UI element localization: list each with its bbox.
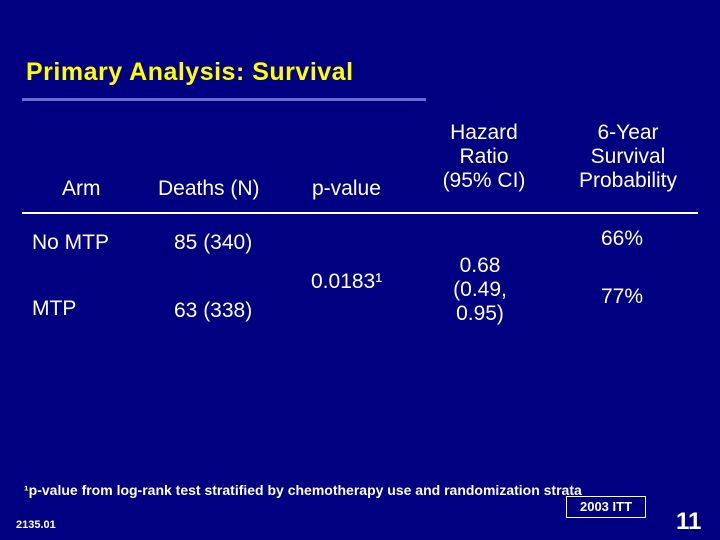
slide-code: 2135.01 <box>16 519 56 531</box>
row-no-mtp-arm: No MTP <box>32 231 110 254</box>
header-pvalue: p-value <box>312 177 381 200</box>
row-no-mtp-deaths: 85 (340) <box>174 231 253 254</box>
header-survival-line3: Probability <box>578 169 678 192</box>
footnote: ¹p-value from log-rank test stratified b… <box>24 482 582 498</box>
header-deaths: Deaths (N) <box>158 177 260 200</box>
title-underline <box>22 98 426 101</box>
header-hazard-ratio-line2: Ratio <box>459 145 509 168</box>
table-header-rule <box>22 212 698 214</box>
shared-pvalue: 0.0183¹ <box>311 270 383 293</box>
header-survival: 6-Year Survival Probability <box>560 121 696 193</box>
header-hazard-ratio-line1: Hazard <box>450 121 518 144</box>
shared-hazard-ratio: 0.68 (0.49, 0.95) <box>424 254 536 326</box>
header-survival-line2: Survival <box>590 145 666 168</box>
row-mtp-arm: MTP <box>32 297 77 320</box>
hazard-ratio-ci-high: 0.95) <box>456 302 504 325</box>
header-hazard-ratio-line3: (95% CI) <box>442 169 526 192</box>
page-number: 11 <box>676 508 702 535</box>
header-arm: Arm <box>62 177 101 200</box>
header-hazard-ratio: Hazard Ratio (95% CI) <box>424 121 544 193</box>
hazard-ratio-value: 0.68 <box>459 254 501 277</box>
row-no-mtp-survival: 66% <box>601 227 644 250</box>
slide-title: Primary Analysis: Survival <box>26 58 354 86</box>
row-mtp-survival: 77% <box>601 285 644 308</box>
header-survival-line1: 6-Year <box>597 121 659 144</box>
hazard-ratio-ci-low: (0.49, <box>453 278 507 301</box>
row-mtp-deaths: 63 (338) <box>174 299 253 322</box>
itt-stamp: 2003 ITT <box>566 496 646 518</box>
